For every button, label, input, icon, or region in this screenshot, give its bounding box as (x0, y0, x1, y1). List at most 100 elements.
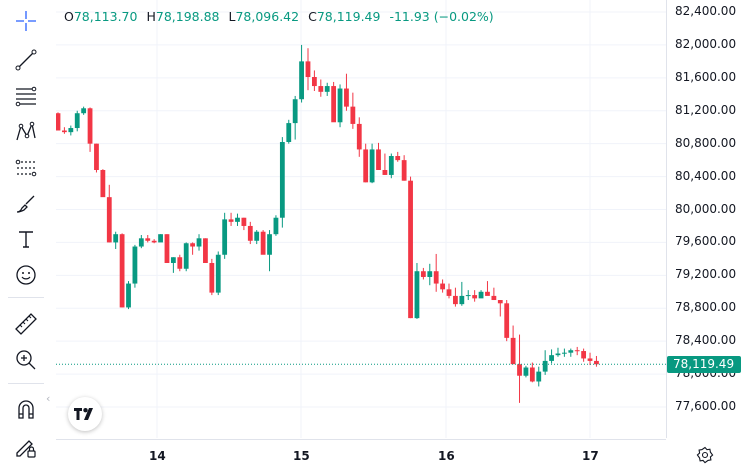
price-tick-label: 81,600.00 (675, 69, 737, 84)
candle-body (465, 295, 471, 297)
price-tick-label: 80,400.00 (675, 168, 737, 183)
forecast-icon[interactable] (8, 153, 44, 183)
candle-body (87, 108, 93, 144)
candle-body (491, 295, 497, 301)
toolbar-separator (8, 297, 44, 298)
candle-body (549, 355, 554, 361)
candle-body (350, 106, 356, 124)
candle-body (119, 234, 125, 308)
lock-drawing-icon[interactable] (8, 432, 44, 462)
zoom-in-icon[interactable] (8, 345, 44, 375)
candle-body (247, 225, 253, 241)
candle-body (292, 99, 298, 124)
emoji-icon[interactable] (8, 260, 44, 290)
candle-body (510, 337, 516, 365)
candle-body (376, 149, 381, 170)
candle-body (267, 234, 272, 255)
ruler-icon[interactable] (8, 309, 44, 339)
candle-body (312, 77, 317, 87)
chart-settings-gear-icon[interactable] (696, 446, 714, 464)
candle-body (555, 353, 561, 356)
candle-body (145, 238, 151, 241)
candle-body (56, 113, 61, 131)
candle-body (100, 170, 106, 198)
candle-body (132, 246, 138, 284)
trend-line-icon[interactable] (8, 45, 44, 75)
time-tick-label: 17 (582, 449, 599, 463)
candle-body (209, 262, 215, 293)
candle-body (459, 295, 465, 305)
candle-body (215, 254, 221, 293)
text-icon[interactable] (8, 224, 44, 254)
price-tick-label: 80,000.00 (675, 201, 737, 216)
candle-body (382, 170, 388, 175)
candle-body (568, 350, 574, 353)
candle-body (363, 149, 369, 183)
candle-body (420, 271, 426, 277)
low-label: L (228, 9, 236, 24)
candle-body (414, 271, 420, 319)
candle-body (517, 364, 522, 376)
chart-pane[interactable] (56, 0, 666, 438)
tradingview-logo[interactable] (68, 397, 102, 431)
candle-body (126, 283, 131, 308)
candle-body (542, 360, 548, 372)
high-label: H (146, 9, 156, 24)
candle-body (254, 231, 260, 241)
candle-body (433, 271, 439, 284)
fib-retracement-icon[interactable] (8, 81, 44, 111)
time-tick-label: 16 (438, 449, 455, 463)
candle-body (369, 149, 375, 183)
candle-body (106, 197, 112, 243)
price-tick-label: 78,800.00 (675, 300, 737, 315)
candle-body (273, 217, 279, 235)
candle-body (497, 300, 503, 304)
candle-body (478, 291, 484, 299)
candle-body (260, 231, 266, 255)
candle-body (587, 358, 593, 361)
candle-body (318, 86, 324, 92)
candle-body (388, 156, 394, 175)
candle-body (536, 371, 542, 382)
candle-body (356, 123, 362, 150)
pattern-icon[interactable] (8, 117, 44, 147)
candle-body (581, 351, 587, 359)
candle-body (138, 238, 144, 247)
candle-body (235, 217, 240, 222)
candle-body (401, 160, 407, 181)
candle-body (574, 350, 580, 352)
time-scale[interactable]: 14 15 16 17 (56, 439, 666, 470)
candle-body (158, 234, 163, 243)
price-tick-label: 82,400.00 (675, 4, 737, 18)
crosshair-icon[interactable] (8, 6, 44, 36)
ohlc-legend: O 78,113.70 H 78,198.88 L 78,096.42 C 78,119… (64, 9, 494, 24)
price-tick-label: 77,600.00 (675, 399, 737, 413)
last-price-badge: 78,119.49 (667, 356, 741, 374)
candle-body (453, 295, 458, 305)
candle-body (529, 367, 535, 382)
price-tick-label: 81,200.00 (675, 102, 737, 117)
brush-icon[interactable] (8, 189, 44, 219)
candle-body (523, 367, 529, 376)
collapse-toolbar-arrow-icon[interactable]: ‹ (46, 392, 51, 405)
candle-body (395, 156, 401, 161)
magnet-icon[interactable] (8, 395, 44, 425)
candle-body (561, 352, 567, 354)
price-scale[interactable]: 82,400.00 82,000.00 81,600.00 81,200.00 80,8… (666, 0, 745, 438)
open-label: O (64, 9, 74, 24)
price-tick-label: 80,800.00 (675, 135, 737, 150)
time-tick-label: 15 (293, 449, 310, 463)
price-tick-label: 79,600.00 (675, 234, 737, 249)
candle-body (170, 257, 176, 263)
change-value: -11.93 (−0.02%) (389, 9, 494, 24)
close-label: C (308, 9, 317, 24)
price-tick-label: 82,000.00 (675, 36, 737, 51)
high-value: 78,198.88 (155, 9, 220, 24)
close-value: 78,119.49 (316, 9, 381, 24)
candle-body (485, 291, 490, 296)
candle-body (94, 143, 99, 170)
candle-body (113, 234, 119, 243)
candle-body (408, 180, 413, 319)
candle-body (74, 113, 80, 129)
price-tick-label: 78,400.00 (675, 333, 737, 348)
